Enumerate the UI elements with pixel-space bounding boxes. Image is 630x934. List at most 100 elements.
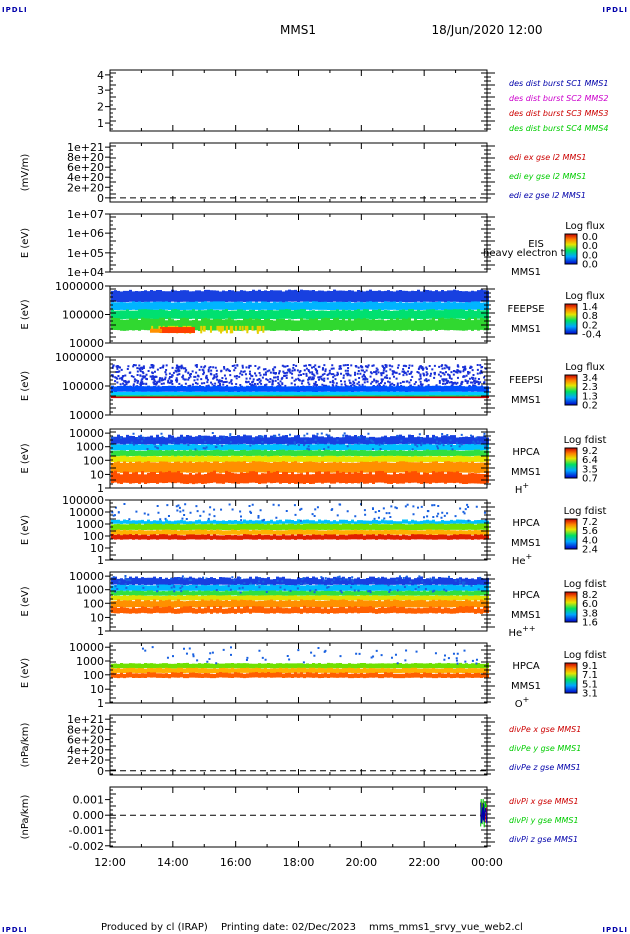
y-tick-label: 1e+21: [67, 713, 104, 726]
y-axis-label: (nPa/km): [20, 723, 31, 768]
colorbar: [564, 447, 578, 479]
spacecraft-label: MMS1: [511, 395, 541, 406]
x-tick-label: 16:00: [220, 856, 252, 869]
colorbar-title: Log fdist: [564, 435, 607, 446]
y-tick-label: 0.001: [73, 794, 105, 807]
legend-entry: des dist burst SC1 MMS1: [509, 79, 608, 88]
x-tick-label: 00:00: [471, 856, 503, 869]
y-tick-label: 1e+21: [67, 141, 104, 154]
y-tick-label: 100: [83, 597, 104, 610]
y-tick-label: 1000: [76, 584, 104, 597]
y-tick-label: 1e+04: [67, 266, 104, 279]
y-tick-label: 1000: [76, 655, 104, 668]
colorbar: [564, 233, 578, 265]
y-tick-label: 10000: [69, 409, 104, 422]
instrument-label: HPCA: [512, 590, 540, 601]
colorbar-value: 3.5: [582, 464, 598, 475]
y-tick-label: 1000000: [55, 280, 104, 293]
panel-frame: [109, 69, 488, 132]
y-tick-label: 100: [83, 669, 104, 682]
instrument-label: HPCA: [512, 661, 540, 672]
corner-mark-top-right: IPDLI: [602, 6, 628, 14]
y-tick-label: 10: [90, 611, 104, 624]
colorbar-value: 0.8: [582, 311, 598, 322]
colorbar-value: 0.0: [582, 241, 598, 252]
y-tick-label: 100000: [62, 309, 104, 322]
footer-file: mms_mms1_srvy_vue_web2.cl: [369, 922, 523, 933]
colorbar-value: 5.6: [582, 526, 598, 537]
y-tick-label: 2e+20: [67, 181, 104, 194]
panel-feepse: 10000 100000 1000000 E (eV) FEEPSE MMS1 Log fl…: [20, 280, 605, 350]
species-label: O+: [515, 695, 530, 710]
colorbar: [564, 518, 578, 550]
y-tick-label: 0: [97, 192, 104, 205]
y-tick-label: 6e+20: [67, 161, 104, 174]
footer-printed: Printing date: 02/Dec/2023: [221, 922, 356, 933]
colorbar-value: 0.0: [582, 232, 598, 243]
y-tick-label: 10000: [69, 570, 104, 583]
legend-entry: des dist burst SC4 MMS4: [509, 124, 608, 133]
colorbar: [564, 591, 578, 623]
colorbar-title: Log flux: [565, 362, 605, 373]
y-tick-label: 3: [97, 84, 104, 97]
instrument-label: FEEPSI: [509, 375, 543, 386]
colorbar-value: 9.2: [582, 446, 598, 457]
legend-entry: edi ex gse l2 MMS1: [509, 153, 587, 162]
colorbar-value: -0.4: [582, 330, 602, 341]
y-tick-label: 10000: [69, 427, 104, 440]
overlay-label: heavy electron to: [483, 248, 571, 259]
x-tick-label: 14:00: [157, 856, 189, 869]
panels: 1 2 3 4 des dist burst SC1 MMS1 des dist burs…: [20, 69, 608, 853]
colorbar-value: 0.0: [582, 260, 598, 271]
y-tick-label: 100: [83, 454, 104, 467]
legend-entry: divPi y gse MMS1: [509, 816, 579, 825]
x-tick-label: 22:00: [408, 856, 440, 869]
y-tick-label: 100000: [62, 494, 104, 507]
colorbar-value: 3.1: [582, 689, 598, 700]
y-tick-label: 1: [97, 554, 104, 567]
colorbar-title: Log fdist: [564, 506, 607, 517]
y-axis-label: (mV/m): [20, 154, 31, 192]
panel-frame: [109, 213, 488, 273]
y-tick-label: 2: [97, 101, 104, 114]
legend-entry: divPe y gse MMS1: [509, 744, 581, 753]
colorbar-value: 8.2: [582, 590, 598, 601]
legend-entry: divPe z gse MMS1: [509, 763, 581, 772]
species-label: He+: [512, 552, 532, 567]
y-tick-label: 2e+20: [67, 754, 104, 767]
colorbar-value: 6.4: [582, 455, 598, 466]
colorbar-value: 7.2: [582, 517, 598, 528]
colorbar-value: 3.8: [582, 608, 598, 619]
y-tick-label: 1e+06: [67, 227, 104, 240]
legend-entry: divPi z gse MMS1: [509, 835, 578, 844]
corner-mark-bottom-right: IPDLI: [602, 926, 628, 934]
colorbar-value: 6.0: [582, 599, 598, 610]
y-tick-label: 8e+20: [67, 151, 104, 164]
y-axis-label: E (eV): [20, 586, 31, 616]
species-label: H+: [515, 481, 529, 496]
y-tick-label: 4e+20: [67, 744, 104, 757]
colorbar-value: 7.1: [582, 670, 598, 681]
spacecraft-label: MMS1: [511, 467, 541, 478]
colorbar-value: 4.0: [582, 535, 598, 546]
y-tick-label: 10000: [69, 641, 104, 654]
colorbar: [564, 303, 578, 335]
y-tick-label: 1: [97, 482, 104, 495]
y-tick-label: 1000: [76, 441, 104, 454]
y-axis-label: E (eV): [20, 228, 31, 258]
instrument-label: HPCA: [512, 447, 540, 458]
instrument-label: FEEPSE: [507, 304, 544, 315]
corner-mark-top-left: IPDLI: [2, 6, 28, 14]
y-tick-label: 10: [90, 542, 104, 555]
y-axis-label: E (eV): [20, 371, 31, 401]
spacecraft-label: MMS1: [511, 267, 541, 278]
y-tick-label: 1e+07: [67, 208, 104, 221]
y-tick-label: 10: [90, 683, 104, 696]
y-axis-label: E (eV): [20, 299, 31, 329]
y-tick-label: 1000: [76, 518, 104, 531]
colorbar-value: 0.7: [582, 474, 598, 485]
y-axis-label: E (eV): [20, 515, 31, 545]
y-tick-label: 1: [97, 697, 104, 710]
